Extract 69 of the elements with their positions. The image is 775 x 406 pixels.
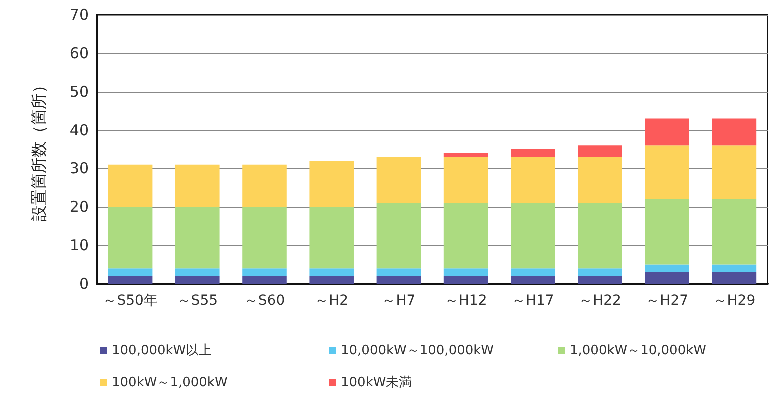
bar — [712, 118, 757, 146]
legend-label: 10,000kW～100,000kW — [341, 344, 494, 358]
y-tick-label: 50 — [70, 82, 89, 101]
bar — [578, 268, 622, 276]
bar — [511, 157, 556, 204]
bar — [645, 199, 690, 265]
bar — [242, 268, 287, 276]
legend-label: 100kW未満 — [341, 376, 412, 390]
bar — [712, 272, 757, 284]
bar — [108, 268, 153, 276]
bar — [310, 207, 354, 269]
x-tick-label: ～S50年 — [103, 293, 158, 309]
bar — [511, 268, 556, 276]
bar — [376, 268, 422, 276]
bar — [444, 276, 488, 284]
bar — [712, 199, 757, 265]
y-tick-label: 20 — [70, 198, 89, 216]
bar — [310, 268, 354, 276]
bar — [376, 203, 422, 269]
y-tick-label: 40 — [70, 121, 89, 140]
bar — [444, 153, 488, 158]
x-tick-label: ～H12 — [444, 293, 488, 309]
x-tick-label: ～H27 — [646, 293, 689, 309]
y-tick-label: 0 — [79, 275, 89, 293]
x-tick-label: ～H29 — [713, 293, 756, 309]
bar — [444, 157, 488, 204]
x-tick-label: ～S55 — [177, 293, 218, 309]
bar — [578, 276, 622, 284]
x-tick-label: ～H7 — [382, 293, 416, 309]
bar — [108, 207, 153, 269]
bar — [310, 276, 354, 284]
bar — [242, 276, 287, 284]
x-tick-label: ～H2 — [315, 293, 349, 309]
bar — [511, 150, 556, 158]
bar — [578, 157, 622, 204]
bar — [444, 268, 488, 276]
bar — [645, 272, 690, 284]
bar — [578, 146, 622, 158]
bar — [645, 264, 690, 272]
y-tick-label: 10 — [70, 236, 89, 255]
bar — [376, 157, 422, 204]
bar — [108, 276, 153, 284]
bar — [108, 164, 153, 208]
bar — [176, 207, 220, 269]
bar — [176, 268, 220, 276]
y-tick-label: 70 — [70, 6, 89, 24]
x-tick-label: ～S60 — [244, 293, 286, 309]
bar — [511, 276, 556, 284]
bar — [511, 203, 556, 269]
bar — [444, 203, 488, 269]
legend-label: 100,000kW以上 — [112, 344, 212, 358]
y-tick-label: 60 — [70, 44, 89, 62]
x-tick-label: ～H22 — [579, 293, 622, 309]
bar — [712, 264, 757, 272]
bar — [242, 164, 287, 208]
legend-label: 100kW～1,000kW — [112, 376, 228, 390]
bar — [645, 146, 690, 200]
bar — [578, 203, 622, 269]
y-axis-title: 設置箇所数（箇所） — [30, 78, 48, 222]
legend-label: 1,000kW～10,000kW — [570, 344, 707, 358]
bar — [242, 207, 287, 269]
y-tick-label: 30 — [70, 160, 89, 178]
bar — [376, 276, 422, 284]
bar — [176, 164, 220, 208]
bar — [310, 161, 354, 208]
bar — [645, 118, 690, 146]
x-tick-label: ～H17 — [512, 293, 554, 309]
bar — [712, 146, 757, 200]
bar — [176, 276, 220, 284]
